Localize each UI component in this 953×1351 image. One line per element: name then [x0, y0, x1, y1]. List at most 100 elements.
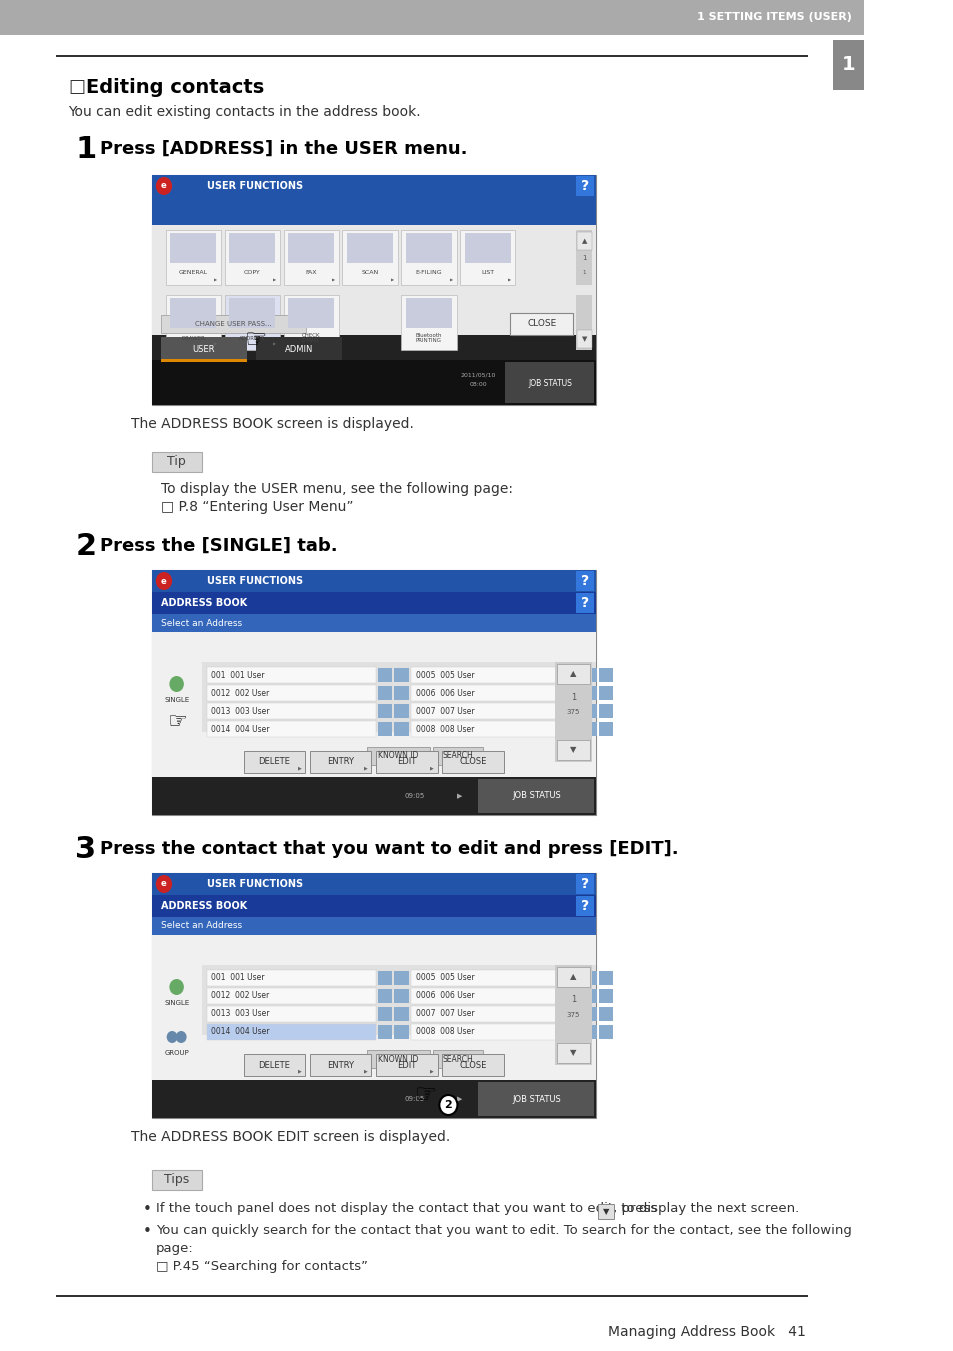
Circle shape [170, 676, 184, 692]
Text: 0008  008 User: 0008 008 User [416, 1028, 474, 1036]
Bar [555, 965, 591, 1065]
Bar [401, 230, 456, 285]
Bar [310, 1054, 371, 1075]
Bar [152, 1047, 596, 1071]
Text: CHANGE USER PASS...: CHANGE USER PASS... [195, 322, 272, 327]
Bar [577, 330, 591, 349]
Bar [394, 1006, 408, 1021]
Bar [152, 965, 202, 1065]
Bar [152, 570, 596, 815]
Bar [405, 299, 452, 328]
Bar [206, 721, 375, 738]
Bar [477, 780, 594, 813]
Text: ADDRESS BOOK: ADDRESS BOOK [161, 598, 247, 608]
Bar [288, 299, 334, 328]
Bar [598, 1204, 614, 1219]
Bar [377, 667, 392, 682]
Bar [152, 226, 596, 355]
Bar [375, 751, 437, 773]
Text: ▶: ▶ [297, 766, 301, 770]
Bar [833, 41, 863, 91]
Bar [152, 662, 596, 762]
Bar [577, 232, 591, 250]
Text: 0012  002 User: 0012 002 User [211, 689, 269, 697]
Bar [0, 0, 863, 35]
Text: The ADDRESS BOOK screen is displayed.: The ADDRESS BOOK screen is displayed. [132, 417, 414, 431]
Text: 0007  007 User: 0007 007 User [416, 1009, 474, 1019]
Bar [166, 230, 221, 285]
Text: ▶: ▶ [213, 343, 217, 347]
Bar [510, 313, 573, 335]
Bar [152, 570, 596, 592]
Text: 001  001 User: 001 001 User [211, 974, 264, 982]
Bar [477, 1082, 594, 1116]
Text: ADMIN: ADMIN [284, 345, 313, 354]
Text: USER: USER [193, 345, 214, 354]
Bar [152, 613, 596, 632]
Bar [377, 721, 392, 736]
Bar [394, 971, 408, 985]
Text: ?: ? [580, 596, 589, 611]
Bar [152, 453, 202, 471]
Bar [206, 1024, 375, 1040]
Bar [229, 299, 275, 328]
Bar [464, 232, 511, 263]
Bar [576, 593, 594, 613]
Bar [411, 970, 580, 986]
Text: EDIT: EDIT [396, 758, 416, 766]
Text: CLOSE: CLOSE [458, 1061, 486, 1070]
Text: Select an Address: Select an Address [161, 619, 242, 627]
Text: 08:00: 08:00 [469, 382, 487, 388]
Text: ▶: ▶ [457, 1096, 462, 1102]
Bar [582, 721, 597, 736]
Bar [582, 704, 597, 717]
Text: ▶: ▶ [391, 278, 394, 282]
Text: 0007  007 User: 0007 007 User [416, 707, 474, 716]
Bar [152, 632, 596, 662]
Bar [557, 967, 589, 988]
Text: You can edit existing contacts in the address book.: You can edit existing contacts in the ad… [68, 105, 420, 119]
Bar [156, 671, 197, 712]
Bar [459, 230, 515, 285]
Text: ▶: ▶ [332, 278, 335, 282]
Bar [576, 230, 592, 285]
Text: 1: 1 [841, 55, 855, 74]
Text: CLOSE: CLOSE [458, 758, 486, 766]
Bar [283, 295, 338, 350]
Bar [152, 732, 596, 747]
Bar [433, 747, 482, 765]
Bar [582, 667, 597, 682]
Text: To display the USER menu, see the following page:: To display the USER menu, see the follow… [161, 482, 513, 496]
Text: SEARCH: SEARCH [441, 1055, 473, 1063]
Text: 1: 1 [581, 255, 586, 261]
Bar [161, 336, 247, 359]
Text: 375: 375 [566, 1012, 579, 1019]
Bar [224, 230, 279, 285]
Text: ?: ? [580, 898, 589, 913]
Bar [598, 971, 613, 985]
Bar [288, 232, 334, 263]
Text: ▲: ▲ [581, 238, 586, 245]
Bar [229, 232, 275, 263]
Text: 2011/05/10: 2011/05/10 [460, 373, 496, 377]
Text: FAX: FAX [305, 269, 316, 274]
Text: ▲: ▲ [570, 973, 576, 981]
Bar [582, 1006, 597, 1021]
Text: e: e [161, 181, 167, 190]
Text: •: • [143, 1224, 152, 1239]
Text: Tip: Tip [167, 455, 186, 469]
Text: ▼: ▼ [570, 746, 576, 754]
Bar [394, 686, 408, 700]
Text: 001  001 User: 001 001 User [211, 670, 264, 680]
Bar [505, 362, 594, 403]
Text: E-FILING: E-FILING [416, 269, 442, 274]
Bar [243, 751, 305, 773]
Text: Press the [SINGLE] tab.: Press the [SINGLE] tab. [99, 536, 337, 555]
Bar [433, 1050, 482, 1069]
Bar [206, 703, 375, 719]
Circle shape [155, 177, 172, 195]
Bar [555, 662, 591, 762]
Bar [152, 873, 596, 894]
Bar [152, 777, 596, 815]
Bar [394, 1025, 408, 1039]
